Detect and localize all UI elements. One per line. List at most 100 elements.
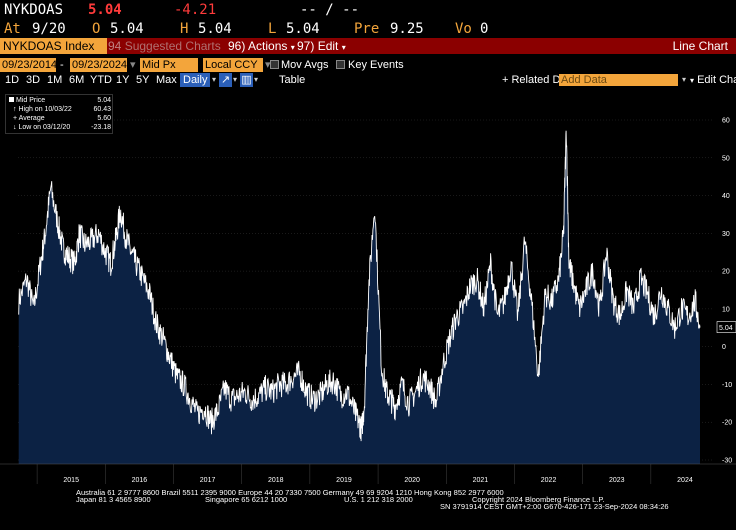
y-axis: -30 -20 -10 0 10 20 30 40 50 60 bbox=[722, 118, 732, 465]
x-tick-label: 2015 bbox=[63, 477, 79, 484]
y-tick-label: -10 bbox=[722, 382, 732, 389]
price-change: -4.21 bbox=[174, 2, 217, 18]
end-date-field[interactable]: 09/23/2024 bbox=[70, 58, 127, 72]
quote-details: At 9/20 O 5.04 H 5.04 L 5.04 Pre 9.25 Vo… bbox=[0, 20, 736, 38]
edit-chart-button[interactable]: ▾ Edit Chart bbox=[690, 73, 736, 87]
arrow-down-icon: ↓ bbox=[13, 124, 17, 131]
chevron-down-icon[interactable]: ▾ bbox=[254, 75, 259, 84]
y-tick-label: 60 bbox=[722, 118, 730, 125]
start-date-field[interactable]: 09/23/2014 bbox=[0, 58, 56, 72]
security-field[interactable]: NYKDOAS Index bbox=[0, 38, 107, 54]
actions-num: 96 bbox=[228, 39, 242, 53]
x-tick-label: 2018 bbox=[268, 477, 284, 484]
x-tick-label: 2016 bbox=[132, 477, 148, 484]
chevron-down-icon: ▾ bbox=[290, 43, 295, 52]
prev-label: Pre bbox=[354, 21, 380, 37]
quote-date: 9/20 bbox=[32, 21, 66, 37]
currency-dropdown-icon[interactable]: ▾ bbox=[265, 59, 271, 71]
period-3d[interactable]: 3D bbox=[26, 74, 41, 86]
footer-us: U.S. 1 212 318 2000 bbox=[344, 495, 413, 504]
legend-low-label: Low on 03/12/20 bbox=[18, 124, 71, 131]
mov-avgs-checkbox[interactable] bbox=[270, 60, 279, 69]
period-5y[interactable]: 5Y bbox=[136, 74, 150, 86]
line-chart-icon[interactable]: ↗ bbox=[219, 73, 232, 87]
legend-mid-price: Mid Price 5.04 bbox=[9, 96, 111, 105]
price-area bbox=[18, 130, 700, 464]
legend-mid-price-value: 5.04 bbox=[97, 97, 111, 104]
legend-high-value: 60.43 bbox=[93, 106, 111, 113]
y-tick-label: 10 bbox=[722, 306, 730, 313]
footer-info: Australia 61 2 9777 8600 Brazil 5511 239… bbox=[0, 488, 736, 530]
y-tick-label: -30 bbox=[722, 458, 732, 465]
frequency-select[interactable]: Daily bbox=[180, 73, 211, 87]
footer-session: SN 3791914 CEST GMT+2:00 G670-426-171 23… bbox=[440, 502, 669, 511]
suggested-charts-label: Suggested Charts bbox=[124, 39, 221, 53]
period-1y[interactable]: 1Y bbox=[116, 74, 130, 86]
table-button[interactable]: Table bbox=[279, 74, 306, 86]
legend-mid-price-label: Mid Price bbox=[16, 97, 46, 104]
currency-select[interactable]: Local CCY bbox=[203, 58, 263, 72]
open-value: 5.04 bbox=[110, 21, 144, 37]
legend-high: ↑ High on 10/03/22 60.43 bbox=[9, 105, 111, 114]
footer-contacts-line1: Australia 61 2 9777 8600 Brazil 5511 239… bbox=[76, 488, 504, 497]
actions-menu[interactable]: 96) Actions ▾ bbox=[228, 39, 295, 53]
arrow-up-icon: ↑ bbox=[13, 106, 17, 113]
legend-average-value: 5.60 bbox=[97, 115, 111, 122]
y-tick-label: 50 bbox=[722, 155, 730, 162]
price-line bbox=[18, 130, 701, 442]
period-ytd[interactable]: YTD bbox=[90, 74, 112, 86]
related-data-button[interactable]: + Related Dat bbox=[502, 74, 570, 86]
period-1d[interactable]: 1D bbox=[5, 74, 20, 86]
period-1m[interactable]: 1M bbox=[47, 74, 63, 86]
footer-copyright: Copyright 2024 Bloomberg Finance L.P. bbox=[472, 495, 605, 504]
edit-menu[interactable]: 97) Edit ▾ bbox=[297, 39, 346, 53]
suggested-charts-num: 94 bbox=[108, 39, 122, 53]
chart-params: 09/23/2014 - 09/23/2024 ▾ Mid Px Local C… bbox=[0, 57, 736, 73]
y-tick-label: 0 bbox=[722, 344, 726, 351]
suggested-charts-button[interactable]: 94 Suggested Charts bbox=[108, 38, 221, 54]
field-select[interactable]: Mid Px bbox=[140, 58, 198, 72]
at-label: At bbox=[4, 21, 21, 37]
add-data-placeholder: Add Data bbox=[561, 74, 607, 86]
volume-label: Vo bbox=[455, 21, 472, 37]
chevron-down-icon[interactable]: ▾ bbox=[682, 75, 687, 84]
ticker-symbol: NYKDOAS bbox=[4, 2, 64, 18]
chevron-down-icon[interactable]: ▾ bbox=[212, 75, 217, 84]
period-6m[interactable]: 6M bbox=[69, 74, 85, 86]
footer-japan: Japan 81 3 4565 8900 bbox=[76, 495, 151, 504]
bar-chart-icon[interactable]: ▥ bbox=[240, 73, 253, 87]
x-tick-label: 2023 bbox=[609, 477, 625, 484]
legend-average-label: Average bbox=[18, 115, 45, 122]
x-axis: 2015 2016 2017 2018 2019 2020 2021 2022 2023 2024 bbox=[0, 463, 736, 484]
edit-num: 97 bbox=[297, 39, 311, 53]
actions-label: Actions bbox=[248, 39, 288, 53]
y-tick-label: -20 bbox=[722, 420, 732, 427]
x-tick-label: 2020 bbox=[404, 477, 420, 484]
mov-avgs-label: Mov Avgs bbox=[281, 59, 329, 71]
chevron-down-icon[interactable]: ▾ bbox=[233, 75, 238, 84]
end-date-dropdown-icon[interactable]: ▾ bbox=[130, 59, 136, 71]
x-tick-label: 2017 bbox=[200, 477, 216, 484]
add-data-input[interactable]: Add Data bbox=[559, 74, 678, 86]
last-price: 5.04 bbox=[88, 2, 122, 18]
period-max[interactable]: Max bbox=[156, 74, 177, 86]
period-bar: 1D 3D 1M 6M YTD 1Y 5Y Max Daily ▾ ↗ ▾ ▥ … bbox=[0, 73, 736, 87]
x-tick-label: 2022 bbox=[541, 477, 557, 484]
x-tick-label: 2019 bbox=[336, 477, 352, 484]
x-tick-label: 2024 bbox=[677, 477, 693, 484]
date-separator: - bbox=[60, 59, 64, 71]
key-events-checkbox[interactable] bbox=[336, 60, 345, 69]
high-value: 5.04 bbox=[198, 21, 232, 37]
chevron-down-icon: ▾ bbox=[341, 43, 346, 52]
footer-singapore: Singapore 65 6212 1000 bbox=[205, 495, 288, 504]
edit-chart-label: Edit Chart bbox=[697, 74, 736, 86]
legend-low: ↓ Low on 03/12/20 -23.18 bbox=[9, 123, 111, 132]
time-placeholder: -- / -- bbox=[300, 2, 360, 18]
chart-legend: Mid Price 5.04 ↑ High on 10/03/22 60.43 … bbox=[5, 94, 113, 134]
open-label: O bbox=[92, 21, 101, 37]
key-events-label: Key Events bbox=[348, 59, 404, 71]
quote-header: NYKDOAS 5.04 -4.21 -- / -- bbox=[0, 0, 736, 20]
legend-average: + Average 5.60 bbox=[9, 114, 111, 123]
prev-value: 9.25 bbox=[390, 21, 424, 37]
